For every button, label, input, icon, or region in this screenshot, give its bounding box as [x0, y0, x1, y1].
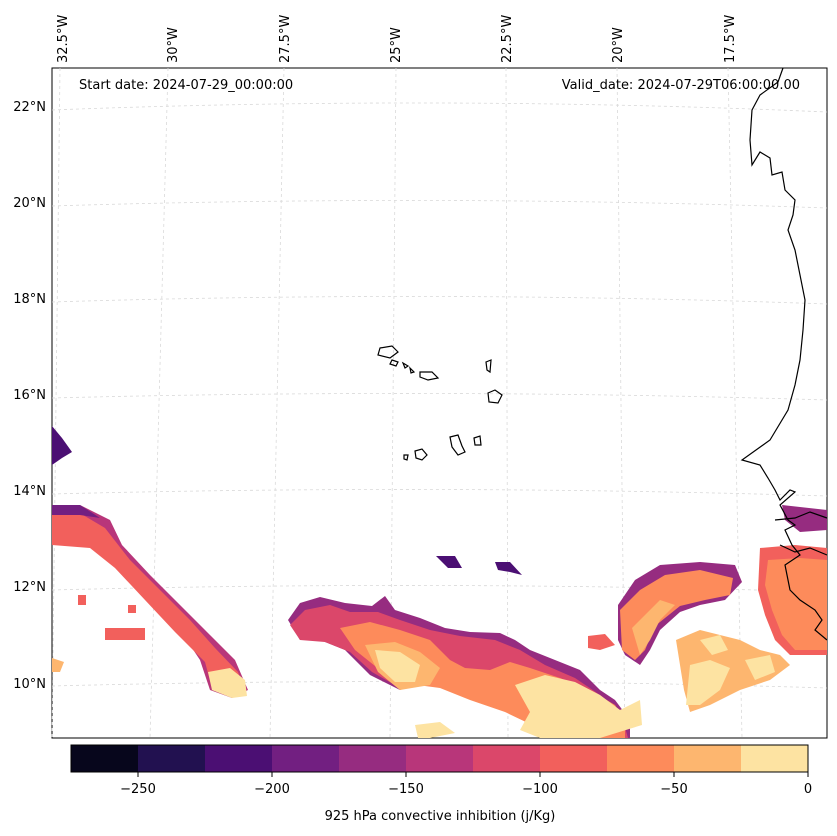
start-date-annotation: Start date: 2024-07-29_00:00:00 — [79, 78, 294, 93]
lon-label: 27.5°W — [278, 15, 293, 63]
colorbar-segment — [339, 745, 407, 772]
colorbar-segment — [674, 745, 742, 772]
colorbar-segment — [540, 745, 608, 772]
lat-label: 22°N — [13, 100, 46, 115]
lat-label: 12°N — [13, 580, 46, 595]
lon-label: 32.5°W — [56, 15, 71, 63]
lat-label: 18°N — [13, 292, 46, 307]
colorbar-segment — [205, 745, 273, 772]
colorbar-title: 925 hPa convective inhibition (j/Kg) — [324, 809, 556, 824]
coastlines — [377, 67, 828, 641]
colorbar-segment — [741, 745, 809, 772]
colorbar-tick-label: −200 — [254, 782, 290, 797]
colorbar-tick-label: −250 — [120, 782, 156, 797]
colorbar-tick-label: −100 — [522, 782, 558, 797]
lon-label: 22.5°W — [500, 15, 515, 63]
lat-label: 20°N — [13, 196, 46, 211]
lon-label: 30°W — [166, 27, 181, 63]
colorbar-segment — [71, 745, 139, 772]
colorbar-tick-label: 0 — [804, 782, 812, 797]
lat-label: 14°N — [13, 484, 46, 499]
lat-label: 10°N — [13, 677, 46, 692]
lon-label: 20°W — [611, 27, 626, 63]
colorbar-tick-label: −50 — [660, 782, 687, 797]
colorbar-segment — [138, 745, 206, 772]
lat-label: 16°N — [13, 388, 46, 403]
colorbar-segment — [272, 745, 340, 772]
lon-label: 25°W — [389, 27, 404, 63]
lon-labels: 32.5°W 30°W 27.5°W 25°W 22.5°W 20°W 17.5… — [56, 15, 738, 63]
colorbar — [70, 744, 809, 773]
lat-labels: 22°N 20°N 18°N 16°N 14°N 12°N 10°N — [13, 100, 46, 692]
colorbar-tick-label: −150 — [388, 782, 424, 797]
colorbar-segment — [406, 745, 474, 772]
colorbar-segment — [473, 745, 541, 772]
valid-date-annotation: Valid_date: 2024-07-29T06:00:00.00 — [561, 78, 800, 93]
colorbar-segment — [607, 745, 675, 772]
lon-label: 17.5°W — [723, 15, 738, 63]
colorbar-ticks: −250 −200 −150 −100 −50 0 — [120, 772, 812, 797]
colorbar-border — [70, 744, 809, 773]
